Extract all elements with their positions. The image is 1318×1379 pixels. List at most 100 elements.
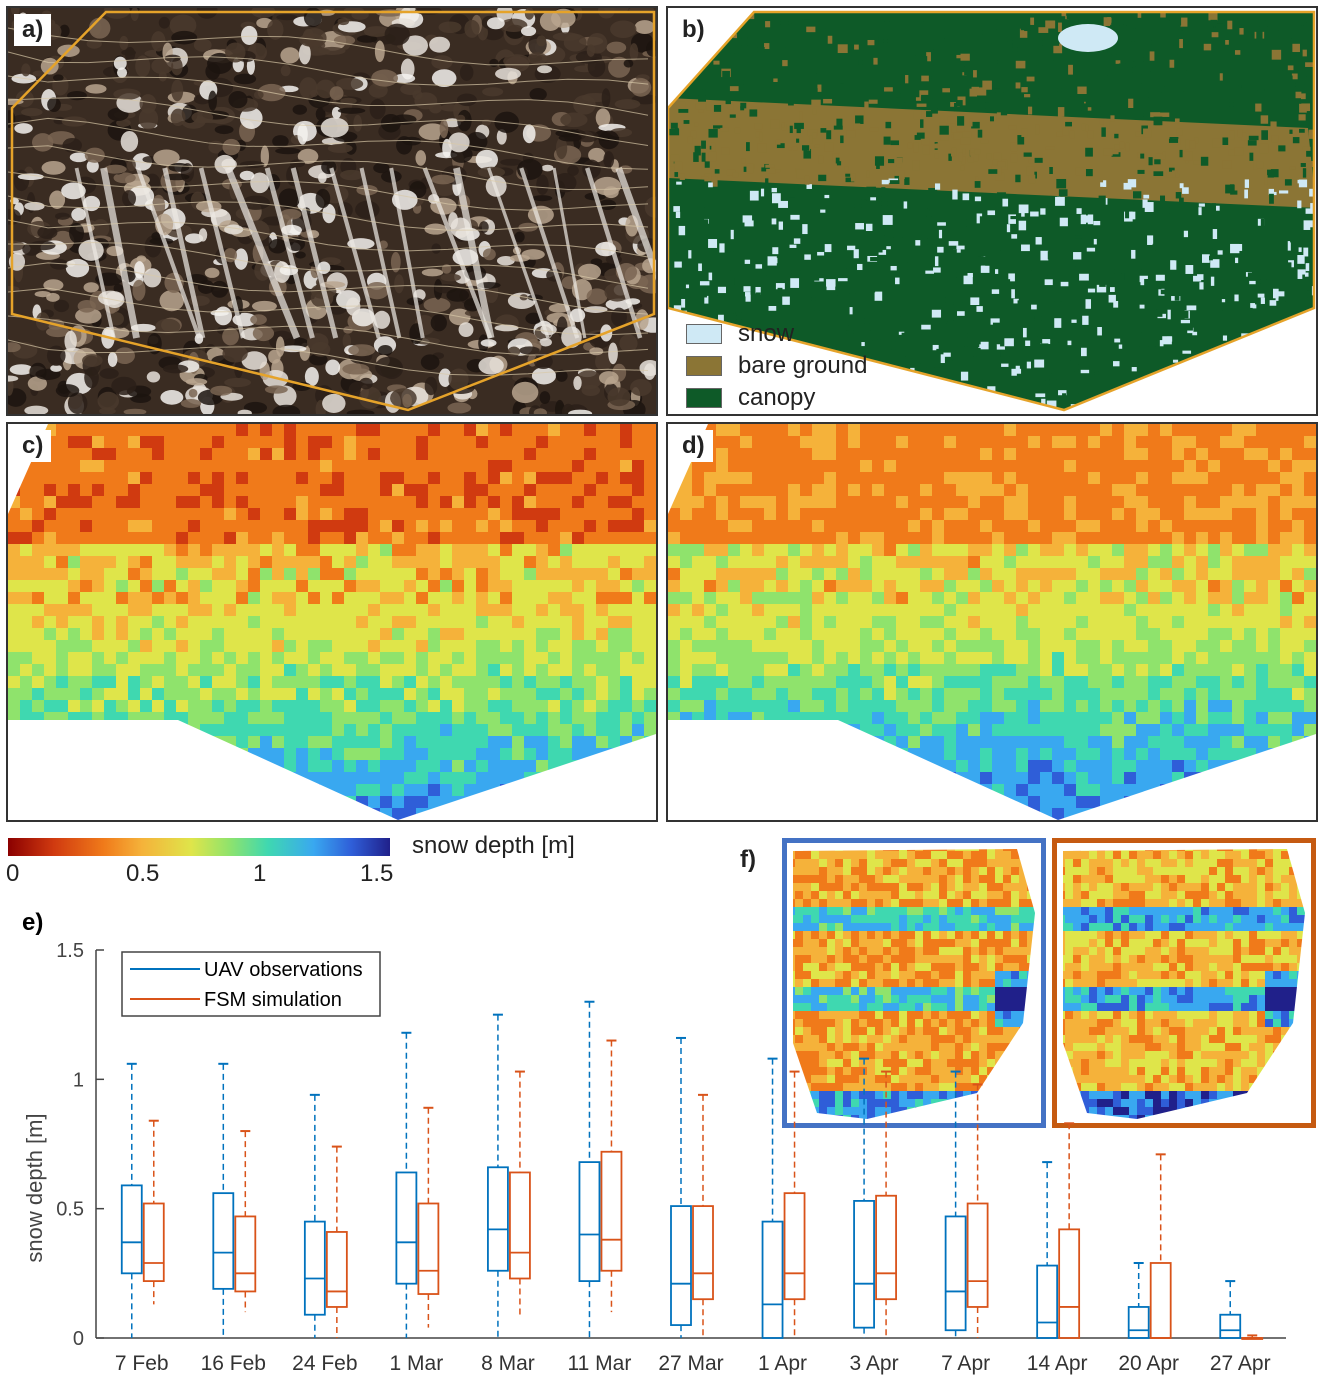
panel-c-label: c) bbox=[14, 430, 52, 462]
box-iqr bbox=[234, 1215, 257, 1293]
box-fsm bbox=[509, 1070, 531, 1315]
box-iqr bbox=[600, 1150, 623, 1272]
x-tick-label: 7 Apr bbox=[941, 1352, 990, 1375]
snow-depth-map-observed bbox=[8, 424, 656, 820]
y-tick-label: 1.5 bbox=[56, 940, 84, 962]
legend-swatch-canopy bbox=[686, 388, 722, 408]
x-tick-label: 8 Mar bbox=[481, 1352, 535, 1375]
box-uav bbox=[303, 1093, 326, 1338]
box-iqr bbox=[1058, 1228, 1081, 1339]
y-tick-label: 1 bbox=[73, 1069, 84, 1091]
box-uav bbox=[1127, 1261, 1150, 1339]
box-iqr bbox=[875, 1194, 897, 1301]
colorbar-tick-1: 1 bbox=[253, 860, 267, 887]
box-iqr bbox=[509, 1171, 531, 1280]
box-iqr bbox=[120, 1184, 143, 1275]
colorbar-tick-0-5: 0.5 bbox=[126, 860, 160, 887]
classification-map bbox=[668, 8, 1316, 414]
inset-observed-snow-depth bbox=[782, 838, 1046, 1128]
box-iqr bbox=[692, 1205, 714, 1301]
box-uav bbox=[395, 1031, 418, 1338]
box-iqr bbox=[142, 1202, 165, 1282]
legend-label-canopy: canopy bbox=[738, 384, 816, 411]
panel-e-label: e) bbox=[22, 909, 43, 936]
legend-swatch-bare-ground bbox=[686, 356, 722, 376]
box-iqr bbox=[670, 1205, 692, 1326]
study-area-outline bbox=[668, 10, 1316, 412]
box-fsm bbox=[692, 1093, 714, 1338]
legend-label-bare-ground: bare ground bbox=[738, 352, 868, 379]
box-uav bbox=[1036, 1161, 1059, 1339]
snow-depth-map-simulated bbox=[668, 424, 1316, 820]
inset-simulated-map bbox=[1063, 849, 1305, 1119]
legend-box bbox=[121, 951, 381, 1017]
panel-a-label: a) bbox=[14, 14, 52, 46]
box-iqr bbox=[944, 1215, 967, 1332]
x-tick-label: 1 Mar bbox=[390, 1352, 444, 1375]
box-iqr bbox=[1127, 1306, 1150, 1339]
classification-legend: snow bare ground canopy bbox=[686, 318, 867, 414]
box-fsm bbox=[1241, 1334, 1264, 1340]
box-fsm bbox=[600, 1039, 623, 1313]
box-iqr bbox=[325, 1231, 348, 1308]
panel-a-orthophoto: a) bbox=[6, 6, 658, 416]
study-area-outline bbox=[10, 10, 656, 412]
box-iqr bbox=[395, 1171, 418, 1285]
chart-axes: 0 0.5 1 1.5 7 Feb 16 Feb 24 Feb 1 Mar 8 Mar 11 Ma… bbox=[56, 940, 1286, 1375]
box-iqr bbox=[212, 1192, 235, 1290]
panel-b-classification: b) bbox=[666, 6, 1318, 416]
legend-item-canopy: canopy bbox=[686, 382, 867, 414]
x-tick-label: 11 Mar bbox=[568, 1352, 632, 1375]
x-tick-label: 20 Apr bbox=[1118, 1352, 1179, 1375]
box-iqr bbox=[761, 1220, 784, 1339]
box-uav bbox=[853, 1057, 875, 1338]
x-tick-label: 7 Feb bbox=[115, 1352, 169, 1375]
box-iqr bbox=[303, 1220, 326, 1316]
colorbar-tick-0: 0 bbox=[6, 860, 20, 887]
box-uav bbox=[487, 1013, 509, 1338]
box-iqr bbox=[1149, 1262, 1172, 1339]
legend-label-snow: snow bbox=[738, 320, 795, 347]
x-tick-label: 24 Feb bbox=[292, 1352, 357, 1375]
panel-f-label: f) bbox=[740, 846, 756, 873]
inset-observed-map bbox=[793, 849, 1035, 1119]
panel-d-snow-depth-map: d) bbox=[666, 422, 1318, 822]
colorbar-tick-1-5: 1.5 bbox=[360, 860, 394, 887]
panel-d-label: d) bbox=[674, 430, 713, 462]
chart-legend: UAV observations FSM simulation bbox=[121, 951, 381, 1017]
colorbar-label: snow depth [m] bbox=[412, 832, 575, 859]
box-iqr bbox=[1036, 1264, 1059, 1339]
box-iqr bbox=[853, 1200, 875, 1329]
box-fsm bbox=[783, 1070, 806, 1338]
inset-simulated-snow-depth bbox=[1052, 838, 1316, 1128]
box-iqr bbox=[783, 1192, 806, 1301]
legend-label-fsm: FSM simulation bbox=[204, 989, 342, 1011]
x-tick-label: 14 Apr bbox=[1027, 1352, 1088, 1375]
x-tick-label: 27 Mar bbox=[658, 1352, 723, 1375]
box-fsm bbox=[1058, 1122, 1081, 1339]
snow-depth-colorbar bbox=[8, 838, 390, 856]
class-pixels bbox=[668, 12, 1314, 410]
contour-lines bbox=[8, 27, 649, 376]
legend-swatch-snow bbox=[686, 324, 722, 344]
panel-b-label: b) bbox=[674, 14, 713, 46]
x-tick-label: 3 Apr bbox=[850, 1352, 899, 1375]
y-tick-label: 0 bbox=[73, 1328, 84, 1350]
depth-pixels bbox=[8, 424, 656, 820]
box-fsm bbox=[966, 1083, 989, 1338]
photo-texture bbox=[8, 8, 656, 414]
x-tick-label: 16 Feb bbox=[201, 1352, 266, 1375]
legend-item-snow: snow bbox=[686, 318, 867, 350]
box-uav bbox=[1219, 1280, 1242, 1339]
box-uav bbox=[761, 1057, 784, 1339]
legend-label-uav: UAV observations bbox=[204, 959, 363, 981]
box-fsm bbox=[142, 1119, 165, 1305]
panel-c-snow-depth-map: c) bbox=[6, 422, 658, 822]
box-uav bbox=[944, 1070, 967, 1338]
legend-item-bare-ground: bare ground bbox=[686, 350, 867, 382]
box-fsm bbox=[1149, 1153, 1172, 1339]
box-fsm bbox=[875, 1070, 897, 1338]
box-fsm bbox=[325, 1145, 348, 1338]
orthophoto-image bbox=[8, 8, 656, 414]
box-uav bbox=[578, 1000, 601, 1338]
